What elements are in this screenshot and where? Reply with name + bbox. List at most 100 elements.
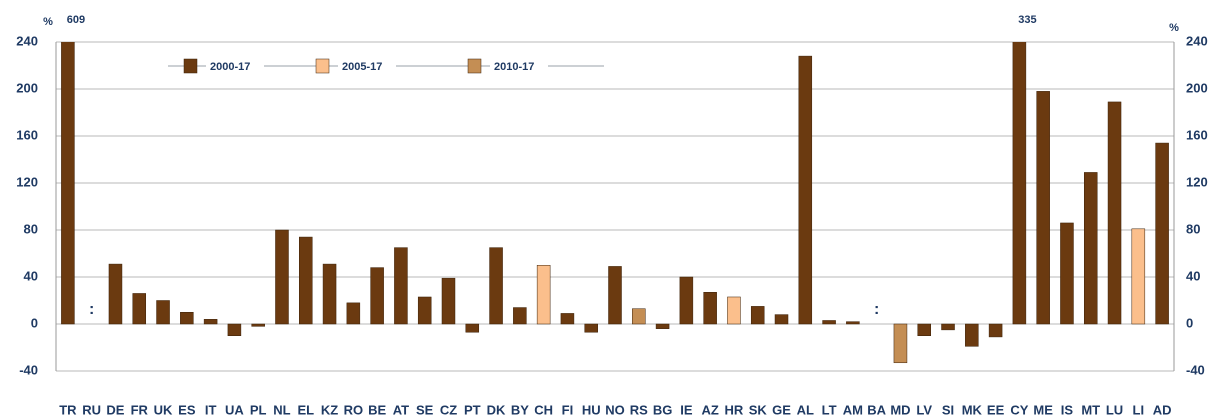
x-tick-label: BE xyxy=(368,402,386,417)
bar xyxy=(299,236,313,325)
x-tick-label: SE xyxy=(416,402,434,417)
x-tick-label: FR xyxy=(131,402,149,417)
x-tick-label: IE xyxy=(680,402,693,417)
bar xyxy=(846,321,860,325)
x-tick-label: RO xyxy=(344,402,364,417)
x-tick-label: BA xyxy=(867,402,886,417)
x-tick-label: NL xyxy=(273,402,290,417)
bar xyxy=(203,319,218,325)
x-tick-label: TR xyxy=(59,402,77,417)
y-tick-label: 40 xyxy=(24,268,38,283)
bar xyxy=(965,323,979,347)
legend-label: 2005-17 xyxy=(342,61,382,73)
bar xyxy=(394,247,408,325)
legend-bg xyxy=(338,58,396,74)
bar xyxy=(1131,228,1146,325)
bar xyxy=(132,293,147,325)
y-tick-label: 80 xyxy=(24,221,38,236)
value-label: 609 xyxy=(67,14,85,26)
bar xyxy=(275,229,289,325)
bar xyxy=(370,267,384,325)
bar xyxy=(513,307,527,325)
bar xyxy=(417,296,432,325)
legend-label: 2000-17 xyxy=(210,61,250,73)
bar xyxy=(750,306,765,325)
x-tick-label: SK xyxy=(749,402,768,417)
x-tick-label: LU xyxy=(1106,402,1123,417)
bar xyxy=(774,314,789,325)
x-tick-label: AZ xyxy=(701,402,718,417)
legend-bg xyxy=(206,58,264,74)
x-tick-label: NO xyxy=(605,402,625,417)
bar xyxy=(61,42,75,325)
x-tick-label: CZ xyxy=(440,402,457,417)
legend-swatch xyxy=(183,58,198,74)
x-tick-label: SI xyxy=(942,402,954,417)
x-tick-label: CH xyxy=(534,402,553,417)
bar xyxy=(1036,91,1050,325)
x-tick-label: BY xyxy=(511,402,529,417)
bar xyxy=(180,312,194,325)
bar xyxy=(560,313,575,325)
bar xyxy=(584,323,598,333)
bar xyxy=(1107,101,1122,325)
y2-tick-label: -40 xyxy=(1186,362,1205,377)
y-axis-label: % xyxy=(43,16,53,28)
y2-tick-label: 240 xyxy=(1186,33,1208,48)
y2-axis-label: % xyxy=(1169,22,1179,34)
bar xyxy=(108,263,123,325)
y-tick-label: 160 xyxy=(16,127,38,142)
bar xyxy=(988,323,1003,338)
x-tick-label: IT xyxy=(205,402,217,417)
x-tick-label: LI xyxy=(1133,402,1145,417)
y2-tick-label: 40 xyxy=(1186,268,1200,283)
bar xyxy=(1155,142,1169,325)
bar xyxy=(227,323,242,336)
bar xyxy=(1060,222,1074,325)
bar xyxy=(608,266,622,325)
x-tick-label: MK xyxy=(962,402,983,417)
x-tick-label: ME xyxy=(1033,402,1053,417)
x-tick-label: CY xyxy=(1010,402,1028,417)
bar xyxy=(489,247,503,325)
x-tick-label: PL xyxy=(250,402,267,417)
x-tick-label: HR xyxy=(725,402,744,417)
x-tick-label: LT xyxy=(822,402,837,417)
x-tick-label: AD xyxy=(1153,402,1172,417)
bar xyxy=(655,323,670,329)
bar xyxy=(893,323,908,364)
legend-label: 2010-17 xyxy=(494,61,534,73)
legend-bg xyxy=(490,58,548,74)
x-tick-label: AM xyxy=(843,402,863,417)
y-tick-label: 240 xyxy=(16,33,38,48)
bar xyxy=(322,263,337,325)
x-tick-label: MT xyxy=(1081,402,1100,417)
x-tick-label: FI xyxy=(562,402,574,417)
bar xyxy=(346,302,361,325)
y-tick-label: 200 xyxy=(16,80,38,95)
bar xyxy=(822,320,836,325)
y-tick-label: 0 xyxy=(31,315,38,330)
x-tick-label: LV xyxy=(916,402,932,417)
bar xyxy=(798,55,813,325)
x-tick-label: DK xyxy=(487,402,506,417)
bar xyxy=(465,323,480,333)
x-tick-label: UK xyxy=(154,402,173,417)
bar xyxy=(251,323,265,327)
x-tick-label: KZ xyxy=(321,402,338,417)
bar xyxy=(632,308,646,325)
legend-swatch xyxy=(467,58,482,74)
y2-tick-label: 80 xyxy=(1186,221,1200,236)
x-tick-label: PT xyxy=(464,402,481,417)
bars xyxy=(61,42,1169,364)
y2-tick-label: 200 xyxy=(1186,80,1208,95)
x-tick-label: IS xyxy=(1061,402,1074,417)
x-tick-label: RS xyxy=(630,402,648,417)
bar xyxy=(1012,42,1027,325)
bar xyxy=(917,323,931,336)
x-tick-label: AT xyxy=(393,402,409,417)
y2-tick-label: 0 xyxy=(1186,315,1193,330)
not-available-mark: : xyxy=(89,301,94,318)
x-tick-label: DE xyxy=(106,402,124,417)
